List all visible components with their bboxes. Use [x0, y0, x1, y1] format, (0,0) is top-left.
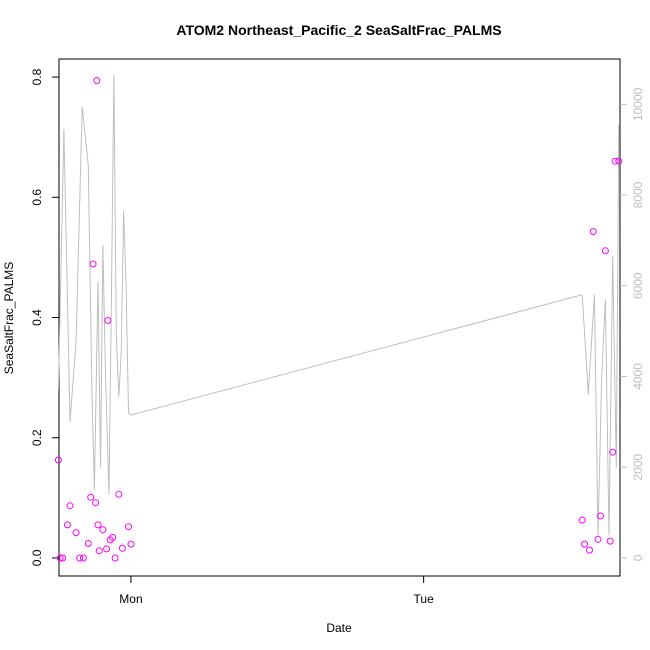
- data-point: [597, 512, 604, 520]
- data-point: [72, 529, 80, 537]
- y2-tick-label: 10000: [631, 87, 645, 121]
- y-axis-label: SeaSaltFrac_PALMS: [2, 262, 16, 375]
- data-point: [87, 493, 95, 501]
- series-line: [57, 74, 620, 536]
- data-point: [615, 157, 623, 165]
- data-point: [93, 77, 101, 85]
- data-point: [54, 456, 62, 464]
- data-point: [64, 521, 71, 529]
- y-tick-label: 0.2: [30, 429, 44, 446]
- data-point: [109, 534, 117, 541]
- plot-series: [54, 74, 623, 562]
- y2-tick-label: 8000: [631, 181, 645, 208]
- data-point: [66, 502, 74, 510]
- data-point: [578, 516, 586, 524]
- data-point: [92, 499, 100, 507]
- data-point: [104, 317, 112, 324]
- y-tick-label: 0.8: [30, 68, 44, 85]
- data-point: [609, 448, 617, 456]
- x-tick-label: Tue: [414, 592, 435, 606]
- data-point: [127, 540, 135, 548]
- left-axis: 0.0 0.2 0.4 0.6 0.8: [30, 68, 59, 566]
- y-tick-label: 0.4: [30, 309, 44, 326]
- data-point: [76, 554, 84, 562]
- data-point: [594, 535, 602, 543]
- x-axis-label: Date: [326, 621, 352, 635]
- right-axis: 0 2000 4000 6000 8000 10000: [620, 87, 645, 561]
- data-point: [95, 547, 103, 555]
- data-point: [118, 544, 126, 552]
- y2-tick-label: 0: [631, 554, 645, 561]
- chart-title: ATOM2 Northeast_Pacific_2 SeaSaltFrac_PA…: [176, 22, 501, 38]
- y-tick-label: 0.0: [30, 549, 44, 566]
- data-point: [89, 260, 97, 268]
- data-point: [611, 157, 619, 165]
- data-point: [84, 540, 92, 547]
- y2-tick-label: 4000: [631, 363, 645, 390]
- data-point: [94, 521, 102, 529]
- data-point: [56, 554, 64, 562]
- data-point: [125, 523, 132, 531]
- data-point: [115, 490, 123, 498]
- bottom-axis: Mon Tue: [119, 576, 434, 606]
- data-point: [586, 546, 593, 554]
- data-point: [59, 554, 67, 562]
- data-point: [589, 228, 597, 235]
- data-point: [99, 526, 107, 534]
- data-point: [601, 247, 609, 255]
- data-point: [111, 554, 119, 562]
- data-point: [606, 537, 614, 545]
- x-tick-label: Mon: [119, 592, 142, 606]
- data-point: [103, 545, 111, 553]
- data-point: [581, 540, 589, 548]
- y2-tick-label: 2000: [631, 453, 645, 480]
- y2-tick-label: 6000: [631, 272, 645, 299]
- data-point: [79, 554, 87, 562]
- y-tick-label: 0.6: [30, 189, 44, 206]
